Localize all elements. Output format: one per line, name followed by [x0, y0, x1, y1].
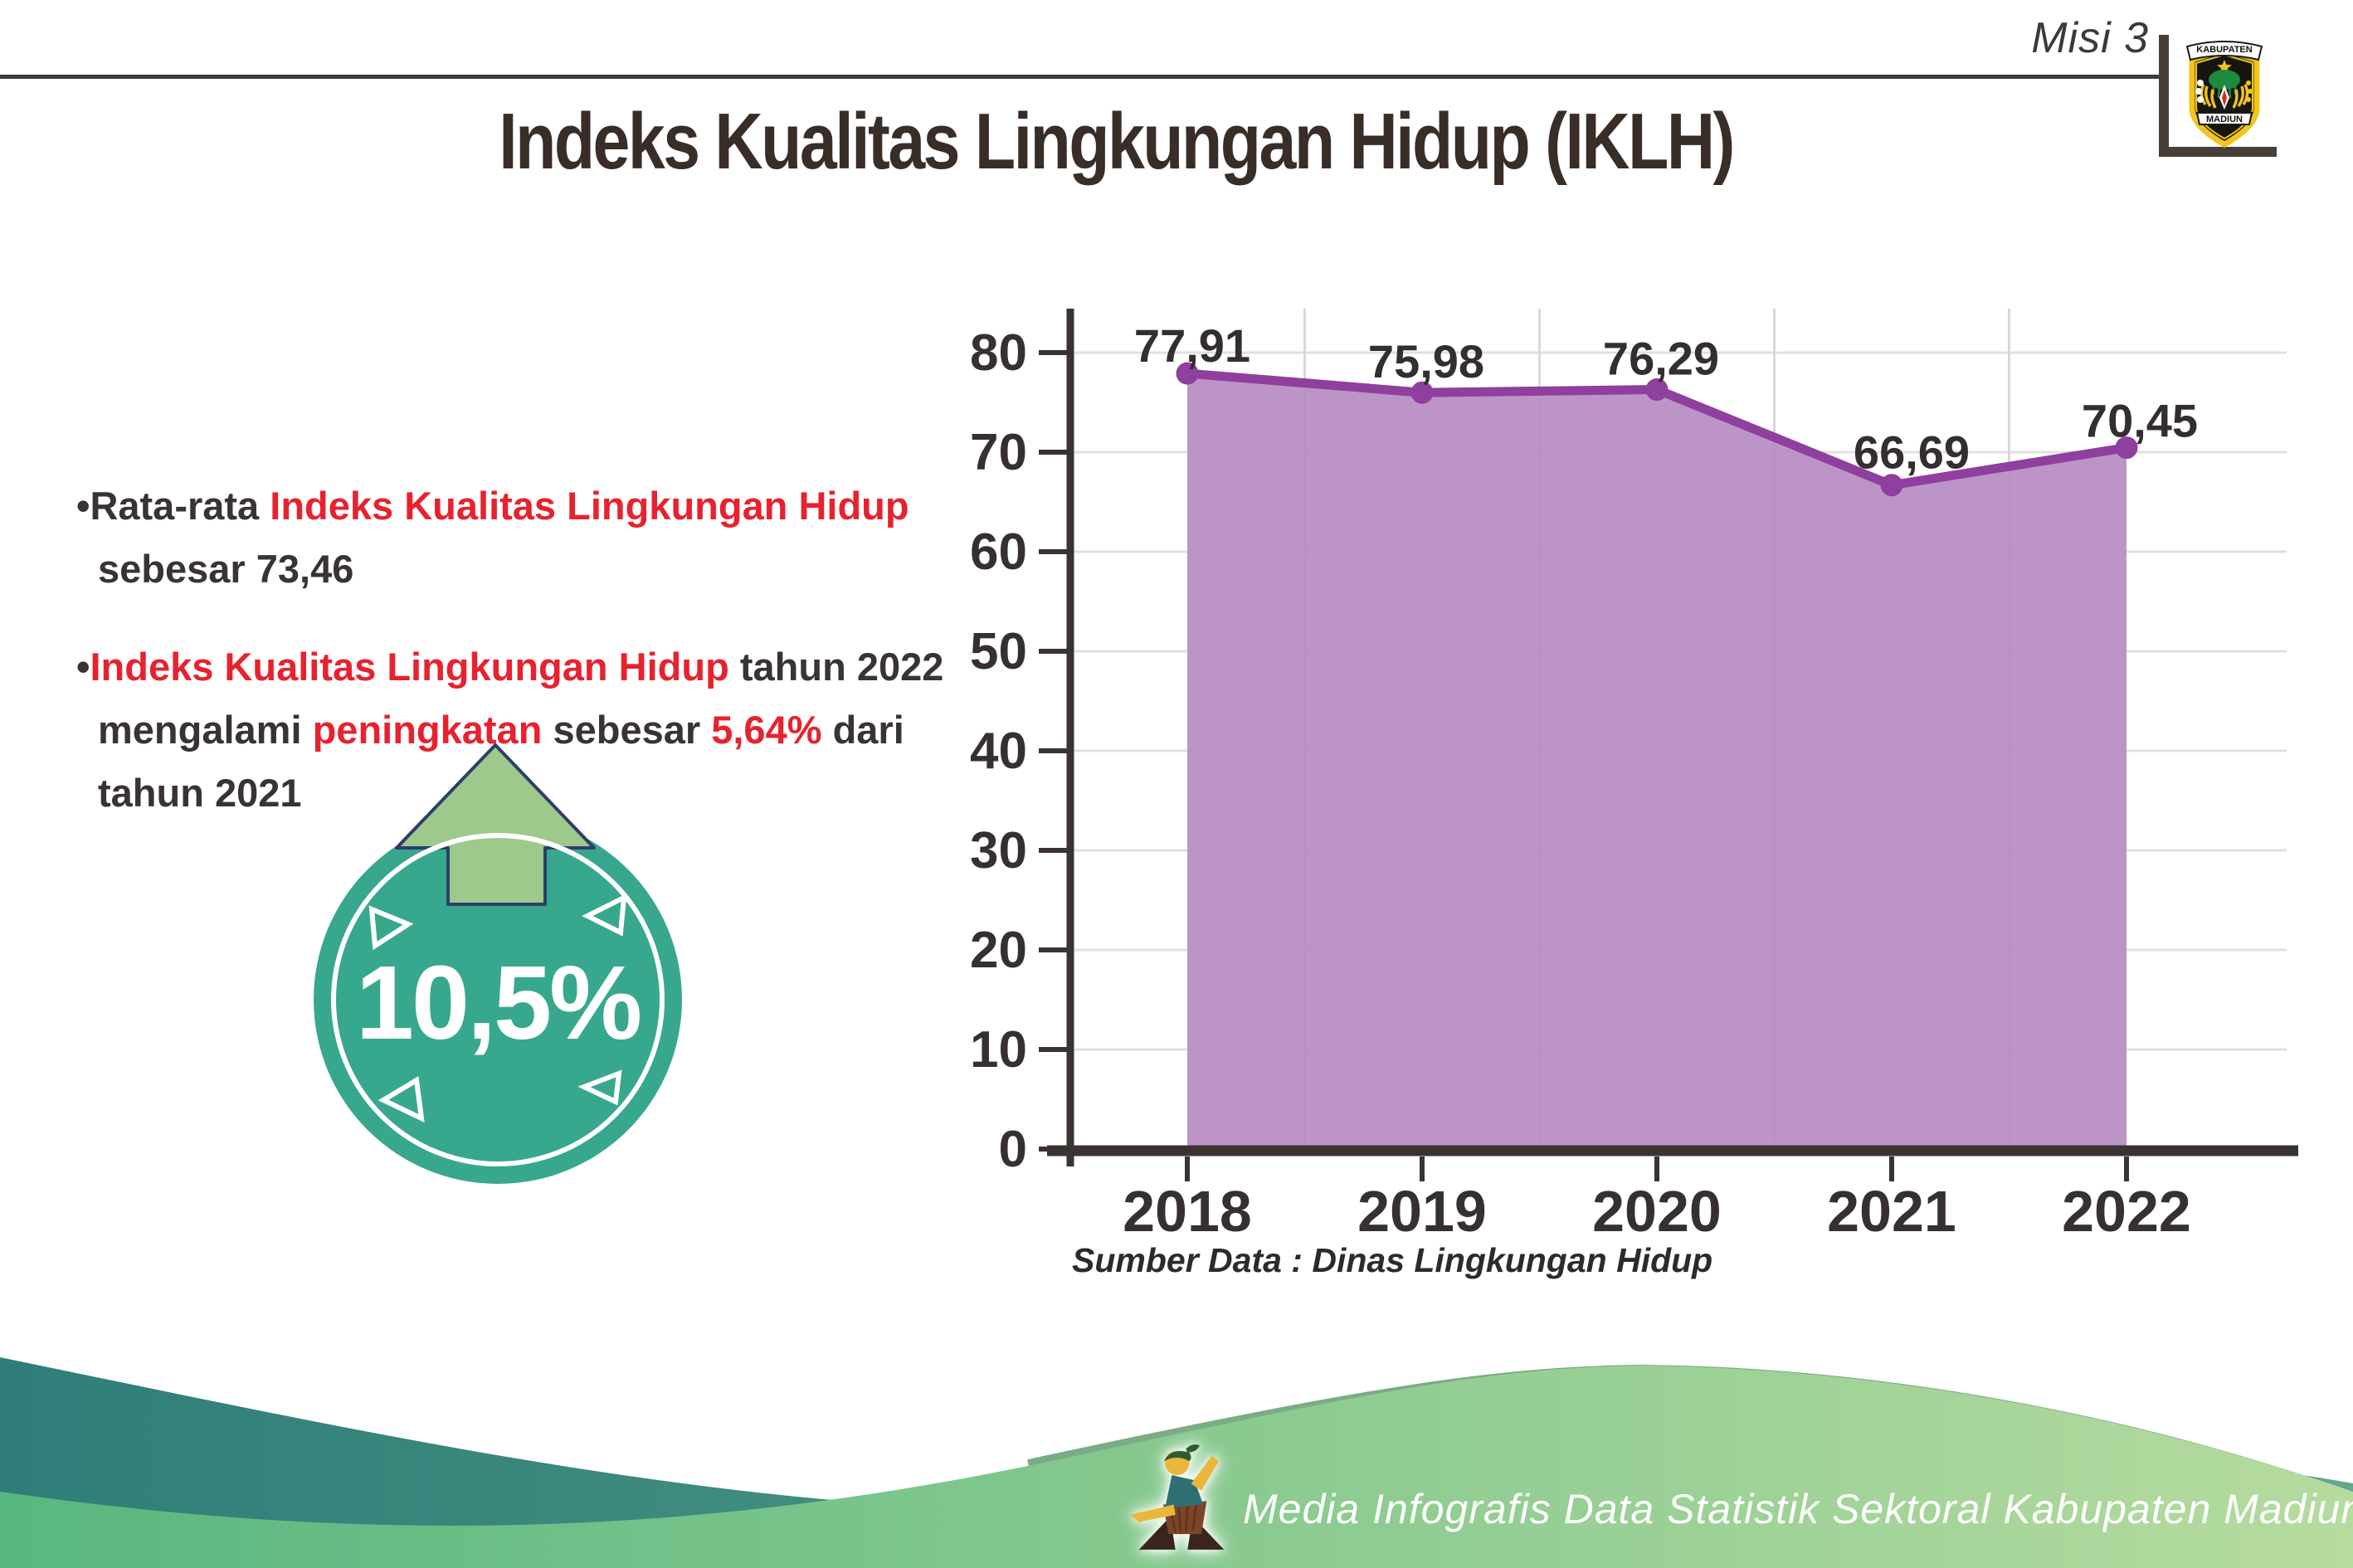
svg-text:2019: 2019 — [1357, 1179, 1487, 1244]
svg-text:40: 40 — [970, 723, 1027, 780]
svg-text:66,69: 66,69 — [1854, 426, 1970, 479]
badge-spark-triangle — [577, 1069, 622, 1106]
svg-text:70,45: 70,45 — [2082, 395, 2198, 447]
svg-text:2021: 2021 — [1827, 1179, 1956, 1244]
mascot-icon — [1130, 1444, 1225, 1550]
svg-text:10: 10 — [970, 1021, 1027, 1079]
iklh-area-chart: 77,91 75,98 76,29 66,69 70,45 0 10 20 30 40 50 60 70… — [970, 309, 2298, 1244]
svg-text:80: 80 — [970, 324, 1027, 382]
svg-text:0: 0 — [999, 1121, 1027, 1178]
svg-text:70: 70 — [970, 424, 1027, 481]
logo-bottom-text: MADIUN — [2206, 114, 2243, 124]
badge-spark-triangle — [582, 893, 627, 937]
svg-text:60: 60 — [970, 523, 1027, 581]
percentage-badge: 10,5% — [314, 743, 682, 1184]
svg-text:20: 20 — [970, 922, 1027, 979]
svg-text:30: 30 — [970, 822, 1027, 879]
footer-caption: Media Infografis Data Statistik Sektoral… — [1243, 1486, 2353, 1532]
svg-text:77,91: 77,91 — [1134, 319, 1250, 372]
svg-text:2018: 2018 — [1123, 1179, 1252, 1244]
svg-text:2020: 2020 — [1592, 1179, 1722, 1244]
key-findings-bullets: •Rata-rata Indeks Kualitas Lingkungan Hi… — [76, 475, 1022, 825]
svg-text:76,29: 76,29 — [1603, 333, 1719, 385]
logo-corner-bracket-vertical — [2159, 35, 2169, 157]
svg-text:75,98: 75,98 — [1368, 335, 1484, 387]
badge-spark-triangle — [378, 1076, 425, 1123]
logo-corner-bracket-horizontal — [2159, 147, 2277, 157]
badge-spark-triangle — [368, 905, 414, 951]
badge-value: 10,5% — [356, 944, 640, 1061]
svg-text:2022: 2022 — [2062, 1179, 2191, 1244]
page-title: Indeks Kualitas Lingkungan Hidup (IKLH) — [499, 97, 1735, 186]
chart-source-note: Sumber Data : Dinas Lingkungan Hidup — [1072, 1241, 1713, 1279]
bullet-item: •Indeks Kualitas Lingkungan Hidup tahun … — [76, 645, 944, 815]
logo-top-text: KABUPATEN — [2196, 45, 2252, 55]
header-divider-line — [0, 75, 2167, 79]
kabupaten-madiun-logo-icon: KABUPATEN MADIUN — [2185, 41, 2263, 148]
up-arrow-icon — [395, 743, 596, 906]
misi-label: Misi 3 — [2031, 14, 2149, 62]
bullet-item: •Rata-rata Indeks Kualitas Lingkungan Hi… — [76, 484, 909, 591]
svg-text:50: 50 — [970, 623, 1027, 680]
